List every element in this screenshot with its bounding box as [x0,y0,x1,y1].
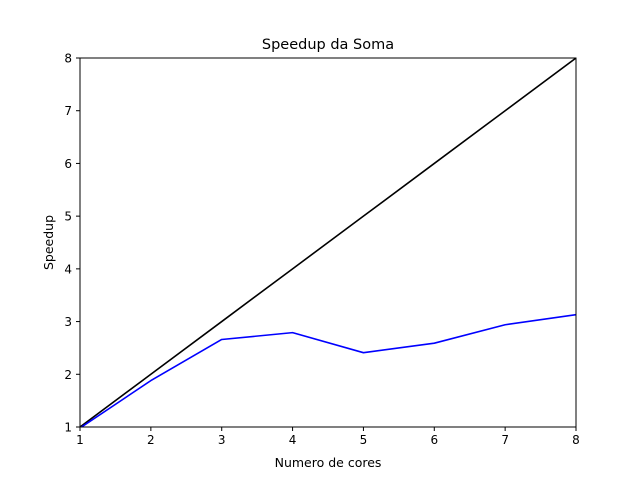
x-axis-label: Numero de cores [275,455,382,470]
x-tick-label: 7 [501,433,509,447]
series-line-1 [80,58,576,427]
y-tick-label: 8 [64,52,72,66]
y-tick-label: 2 [64,368,72,382]
x-tick-label: 2 [147,433,155,447]
x-tick-label: 5 [360,433,368,447]
series-layer [80,58,576,427]
plot-frame [79,57,577,428]
x-tick-label: 3 [218,433,226,447]
y-tick-label: 3 [64,315,72,329]
y-axis-label: Speedup [41,215,56,270]
y-tick-label: 7 [64,104,72,118]
x-tick-label: 8 [572,433,580,447]
x-axis-ticks: 1 2 3 4 5 6 7 8 [76,427,580,447]
chart-title: Speedup da Soma [262,37,394,53]
series-line-2 [80,313,576,427]
y-tick-label: 4 [64,262,72,276]
y-tick-label: 5 [64,210,72,224]
y-tick-label: 1 [64,421,72,435]
x-tick-label: 4 [289,433,297,447]
y-tick-label: 6 [64,157,72,171]
x-tick-label: 6 [430,433,438,447]
y-axis-ticks: 1 2 3 4 5 6 7 8 [64,52,80,435]
x-tick-label: 1 [76,433,84,447]
